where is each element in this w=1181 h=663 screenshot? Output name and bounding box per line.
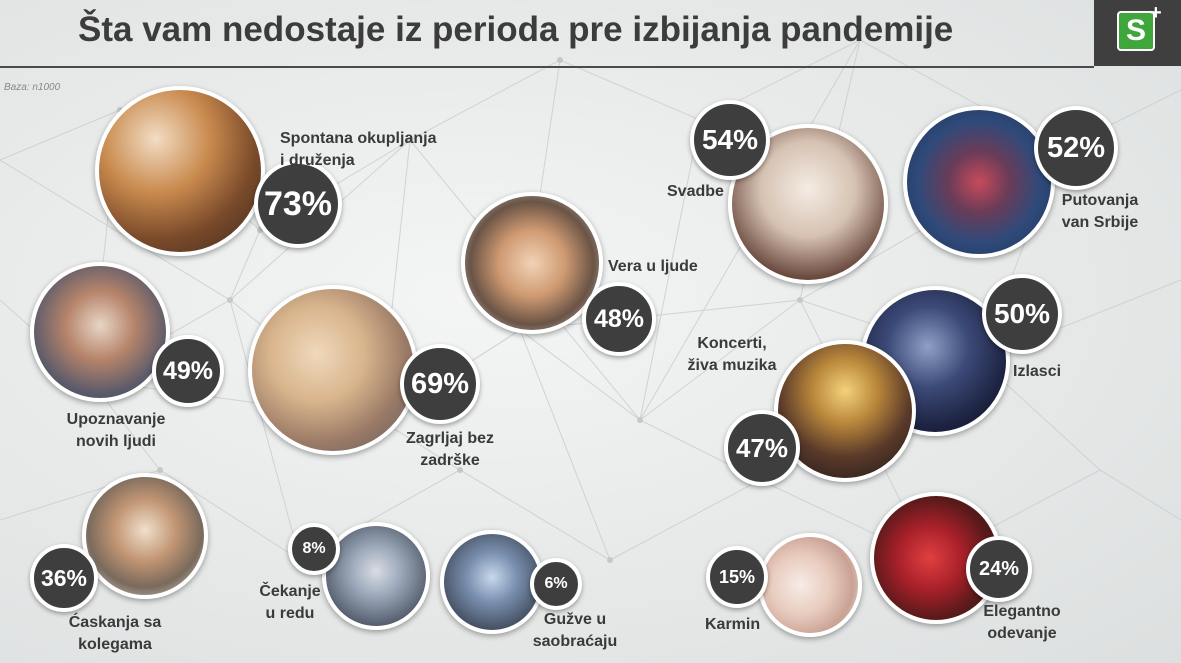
meeting-people-photo	[30, 262, 170, 402]
label-concert-line2: živa muzika	[687, 357, 777, 374]
brand-logo: S +	[1094, 0, 1181, 66]
percent-badge-traffic: 6%	[530, 558, 582, 610]
label-concert-line1: Koncerti,	[697, 335, 767, 352]
label-waiting-line1: Čekanje	[259, 583, 321, 600]
label-nightlife: Izlasci	[1013, 363, 1062, 380]
percent-badge-concert: 47%	[724, 410, 800, 486]
label-colleagues-line1: Ćaskanja sa	[68, 614, 162, 631]
label-travel-line1: Putovanja	[1061, 192, 1139, 209]
waiting-line-photo	[322, 522, 430, 630]
label-colleagues-line2: kolegama	[78, 636, 152, 653]
logo-letter: S	[1117, 11, 1155, 51]
percent-badge-hug: 69%	[400, 344, 480, 424]
percent-badge-waiting: 8%	[288, 523, 340, 575]
label-lipstick: Karmin	[705, 616, 761, 633]
percent-badge-wedding: 54%	[690, 100, 770, 180]
label-travel: Putovanja van Srbije	[1050, 190, 1150, 234]
label-meeting-people-line1: Upoznavanje	[66, 411, 166, 428]
label-colleagues: Ćaskanja sa kolegama	[60, 612, 170, 656]
label-traffic-line2: saobraćaju	[532, 633, 618, 650]
label-concert: Koncerti, živa muzika	[672, 333, 792, 377]
label-hug: Zagrljaj bez zadrške	[405, 428, 495, 472]
label-meeting-people: Upoznavanje novih ljudi	[56, 409, 176, 453]
percent-badge-lipstick: 15%	[706, 546, 768, 608]
travel-photo	[903, 106, 1055, 258]
percent-badge-nightlife: 50%	[982, 274, 1062, 354]
label-waiting: Čekanje u redu	[250, 581, 330, 625]
hug-photo	[248, 285, 418, 455]
label-traffic: Gužve u saobraćaju	[520, 609, 630, 653]
label-gathering: Spontana okupljanja i druženja	[280, 128, 436, 172]
percent-badge-meeting-people: 49%	[152, 335, 224, 407]
label-gathering-line1: Spontana okupljanja	[280, 130, 437, 147]
label-traffic-line1: Gužve u	[543, 611, 607, 628]
label-elegant-line1: Elegantno	[983, 603, 1061, 620]
label-wedding: Svadbe	[667, 183, 724, 200]
lipstick-photo	[758, 533, 862, 637]
label-hug-line2: zadrške	[420, 452, 480, 469]
title-divider	[0, 66, 1094, 68]
percent-badge-elegant: 24%	[966, 536, 1032, 602]
faith-in-people-photo	[461, 192, 603, 334]
page-title: Šta vam nedostaje iz perioda pre izbijan…	[78, 10, 954, 49]
label-elegant: Elegantno odevanje	[972, 601, 1072, 645]
percent-badge-colleagues: 36%	[30, 544, 98, 612]
logo-plus-icon: +	[1150, 2, 1162, 24]
label-hug-line1: Zagrljaj bez	[405, 430, 495, 447]
label-travel-line2: van Srbije	[1061, 214, 1139, 231]
gathering-photo	[95, 86, 265, 256]
label-faith: Vera u ljude	[608, 258, 698, 275]
label-waiting-line2: u redu	[265, 605, 315, 622]
sample-base-note: Baza: n1000	[4, 82, 61, 93]
percent-badge-travel: 52%	[1034, 106, 1118, 190]
percent-badge-gathering: 73%	[254, 160, 342, 248]
label-elegant-line2: odevanje	[987, 625, 1057, 642]
label-gathering-line2: i druženja	[280, 152, 355, 169]
label-meeting-people-line2: novih ljudi	[76, 433, 156, 450]
percent-badge-faith: 48%	[582, 282, 656, 356]
colleagues-chat-photo	[82, 473, 208, 599]
